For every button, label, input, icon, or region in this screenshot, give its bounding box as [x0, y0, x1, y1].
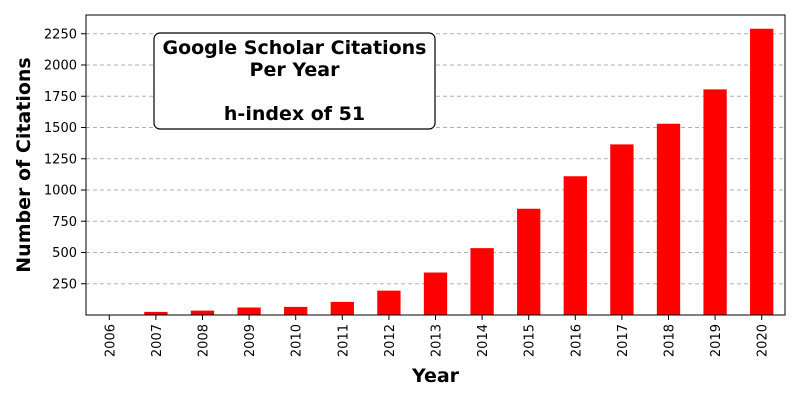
bar-2010: [284, 306, 308, 315]
x-tick-label-2017: 2017: [616, 324, 631, 357]
bar-2013: [423, 272, 448, 315]
y-axis-title: Number of Citations: [13, 57, 35, 272]
x-tick-label-2016: 2016: [569, 324, 584, 357]
annotation-line-2: Per Year: [250, 59, 341, 81]
bars: [97, 28, 774, 315]
bar-2015: [517, 208, 541, 315]
bar-2008: [190, 310, 215, 315]
bar-2014: [470, 248, 494, 315]
x-tick-label-2008: 2008: [197, 324, 212, 357]
x-tick-label-2007: 2007: [150, 324, 165, 357]
bar-2007: [144, 311, 168, 315]
bar-2018: [656, 123, 681, 315]
x-tick-label-2013: 2013: [430, 324, 445, 357]
x-tick-label-2014: 2014: [476, 324, 491, 357]
y-axis-ticks: 250 500 750 1000 1250 1500 1750 2000 2250: [44, 27, 86, 292]
x-tick-label-2018: 2018: [663, 324, 678, 357]
x-tick-label-2015: 2015: [523, 324, 538, 357]
bar-2012: [377, 290, 401, 315]
y-tick-label-1000: 1000: [44, 184, 77, 199]
annotation-box-frame: [153, 32, 436, 130]
x-tick-label-2019: 2019: [709, 324, 724, 357]
y-tick-label-1750: 1750: [44, 90, 77, 105]
x-axis-ticks: 2006 2007 2008 2009 2010 2011 2012 2013 2014 2015…: [103, 315, 771, 357]
x-tick-label-2009: 2009: [243, 324, 258, 357]
annotation-line-1: Google Scholar Citations: [162, 37, 426, 59]
x-tick-label-2012: 2012: [383, 324, 398, 357]
x-tick-label-2006: 2006: [103, 324, 118, 357]
bar-2017: [610, 144, 634, 315]
y-tick-label-2250: 2250: [44, 27, 77, 42]
annotation-box: Google Scholar Citations Per Year h-inde…: [153, 32, 436, 130]
x-axis-title: Year: [411, 365, 460, 387]
y-tick-label-500: 500: [52, 246, 77, 261]
y-tick-label-1250: 1250: [44, 152, 77, 167]
bar-2011: [330, 301, 354, 315]
x-tick-label-2011: 2011: [336, 324, 351, 357]
y-tick-label-750: 750: [52, 215, 77, 230]
annotation-line-4: h-index of 51: [224, 103, 365, 125]
x-tick-label-2010: 2010: [290, 324, 305, 357]
bar-2016: [563, 176, 587, 315]
y-tick-label-250: 250: [52, 277, 77, 292]
bar-2019: [703, 89, 727, 315]
y-tick-label-1500: 1500: [44, 121, 77, 136]
bar-2020: [750, 28, 774, 315]
y-tick-label-2000: 2000: [44, 59, 77, 74]
bar-2009: [237, 307, 261, 315]
x-tick-label-2020: 2020: [756, 324, 771, 357]
